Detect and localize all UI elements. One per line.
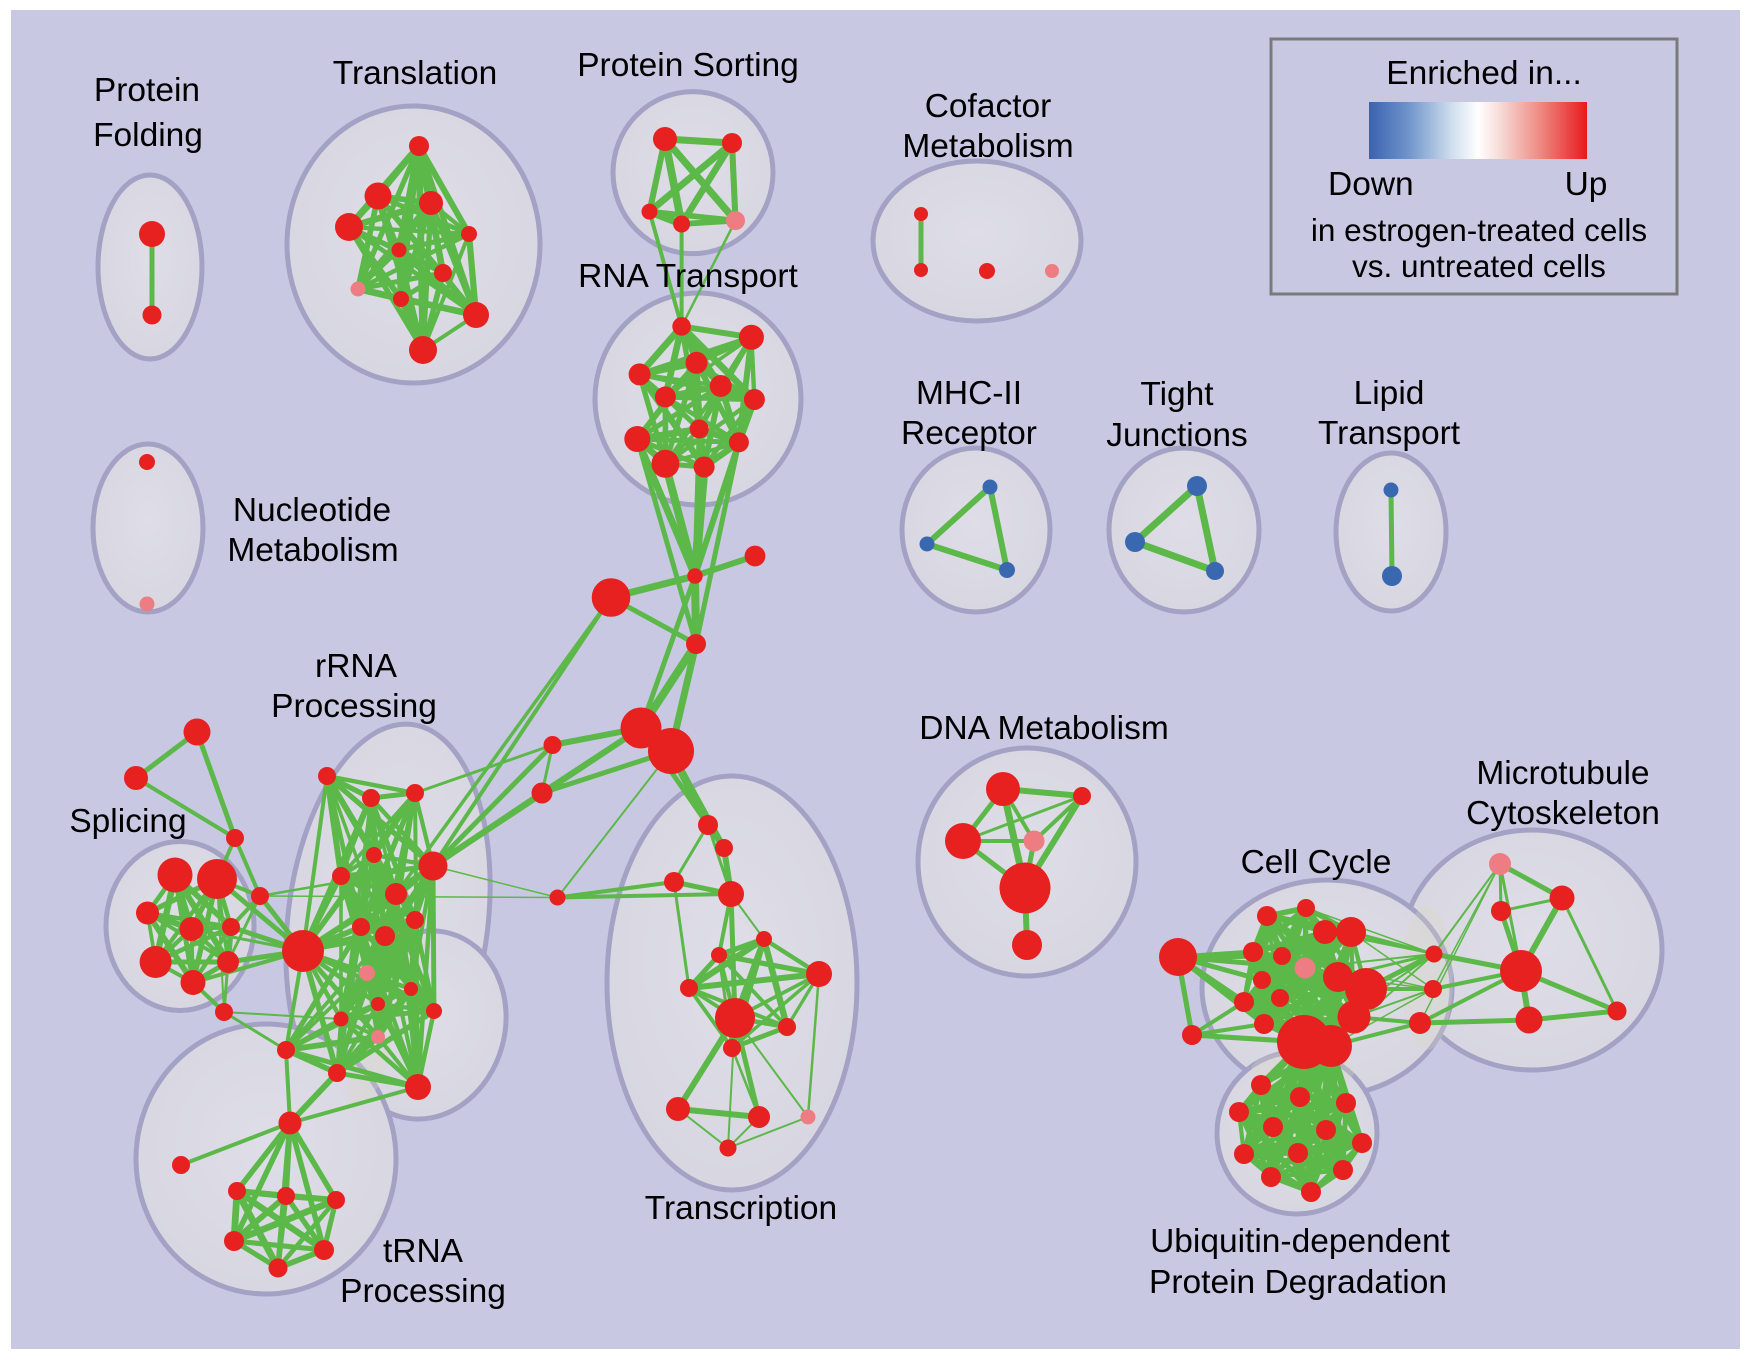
svg-text:MHC-II: MHC-II [916, 375, 1022, 412]
svg-text:Microtubule: Microtubule [1476, 755, 1649, 792]
svg-text:Cofactor: Cofactor [925, 88, 1052, 125]
svg-text:Processing: Processing [271, 688, 437, 725]
svg-text:DNA Metabolism: DNA Metabolism [919, 710, 1168, 747]
svg-text:Protein Sorting: Protein Sorting [577, 47, 799, 84]
svg-text:Metabolism: Metabolism [227, 532, 398, 569]
svg-text:Ubiquitin-dependent: Ubiquitin-dependent [1150, 1223, 1451, 1260]
svg-text:Cytoskeleton: Cytoskeleton [1466, 795, 1660, 832]
svg-text:Up: Up [1565, 166, 1608, 203]
svg-text:Nucleotide: Nucleotide [233, 492, 391, 529]
svg-text:Lipid: Lipid [1354, 375, 1425, 412]
svg-text:vs. untreated cells: vs. untreated cells [1352, 248, 1606, 284]
svg-text:Enriched in...: Enriched in... [1386, 55, 1582, 92]
svg-text:Transcription: Transcription [645, 1190, 837, 1227]
svg-text:Receptor: Receptor [901, 415, 1037, 452]
svg-text:Processing: Processing [340, 1273, 506, 1310]
svg-text:Splicing: Splicing [69, 803, 186, 840]
svg-text:RNA Transport: RNA Transport [578, 258, 798, 295]
svg-text:Translation: Translation [333, 55, 497, 92]
svg-text:Transport: Transport [1318, 415, 1461, 452]
svg-text:Cell Cycle: Cell Cycle [1241, 844, 1392, 881]
svg-text:Protein Degradation: Protein Degradation [1149, 1264, 1447, 1301]
svg-text:Down: Down [1328, 166, 1414, 203]
svg-text:Tight: Tight [1140, 376, 1214, 413]
svg-text:tRNA: tRNA [383, 1233, 464, 1270]
svg-text:Folding: Folding [93, 117, 203, 154]
svg-text:Protein: Protein [94, 72, 200, 109]
svg-text:Junctions: Junctions [1106, 417, 1248, 454]
svg-text:rRNA: rRNA [315, 648, 398, 685]
svg-text:in estrogen-treated cells: in estrogen-treated cells [1311, 212, 1647, 248]
svg-text:Metabolism: Metabolism [902, 128, 1073, 165]
